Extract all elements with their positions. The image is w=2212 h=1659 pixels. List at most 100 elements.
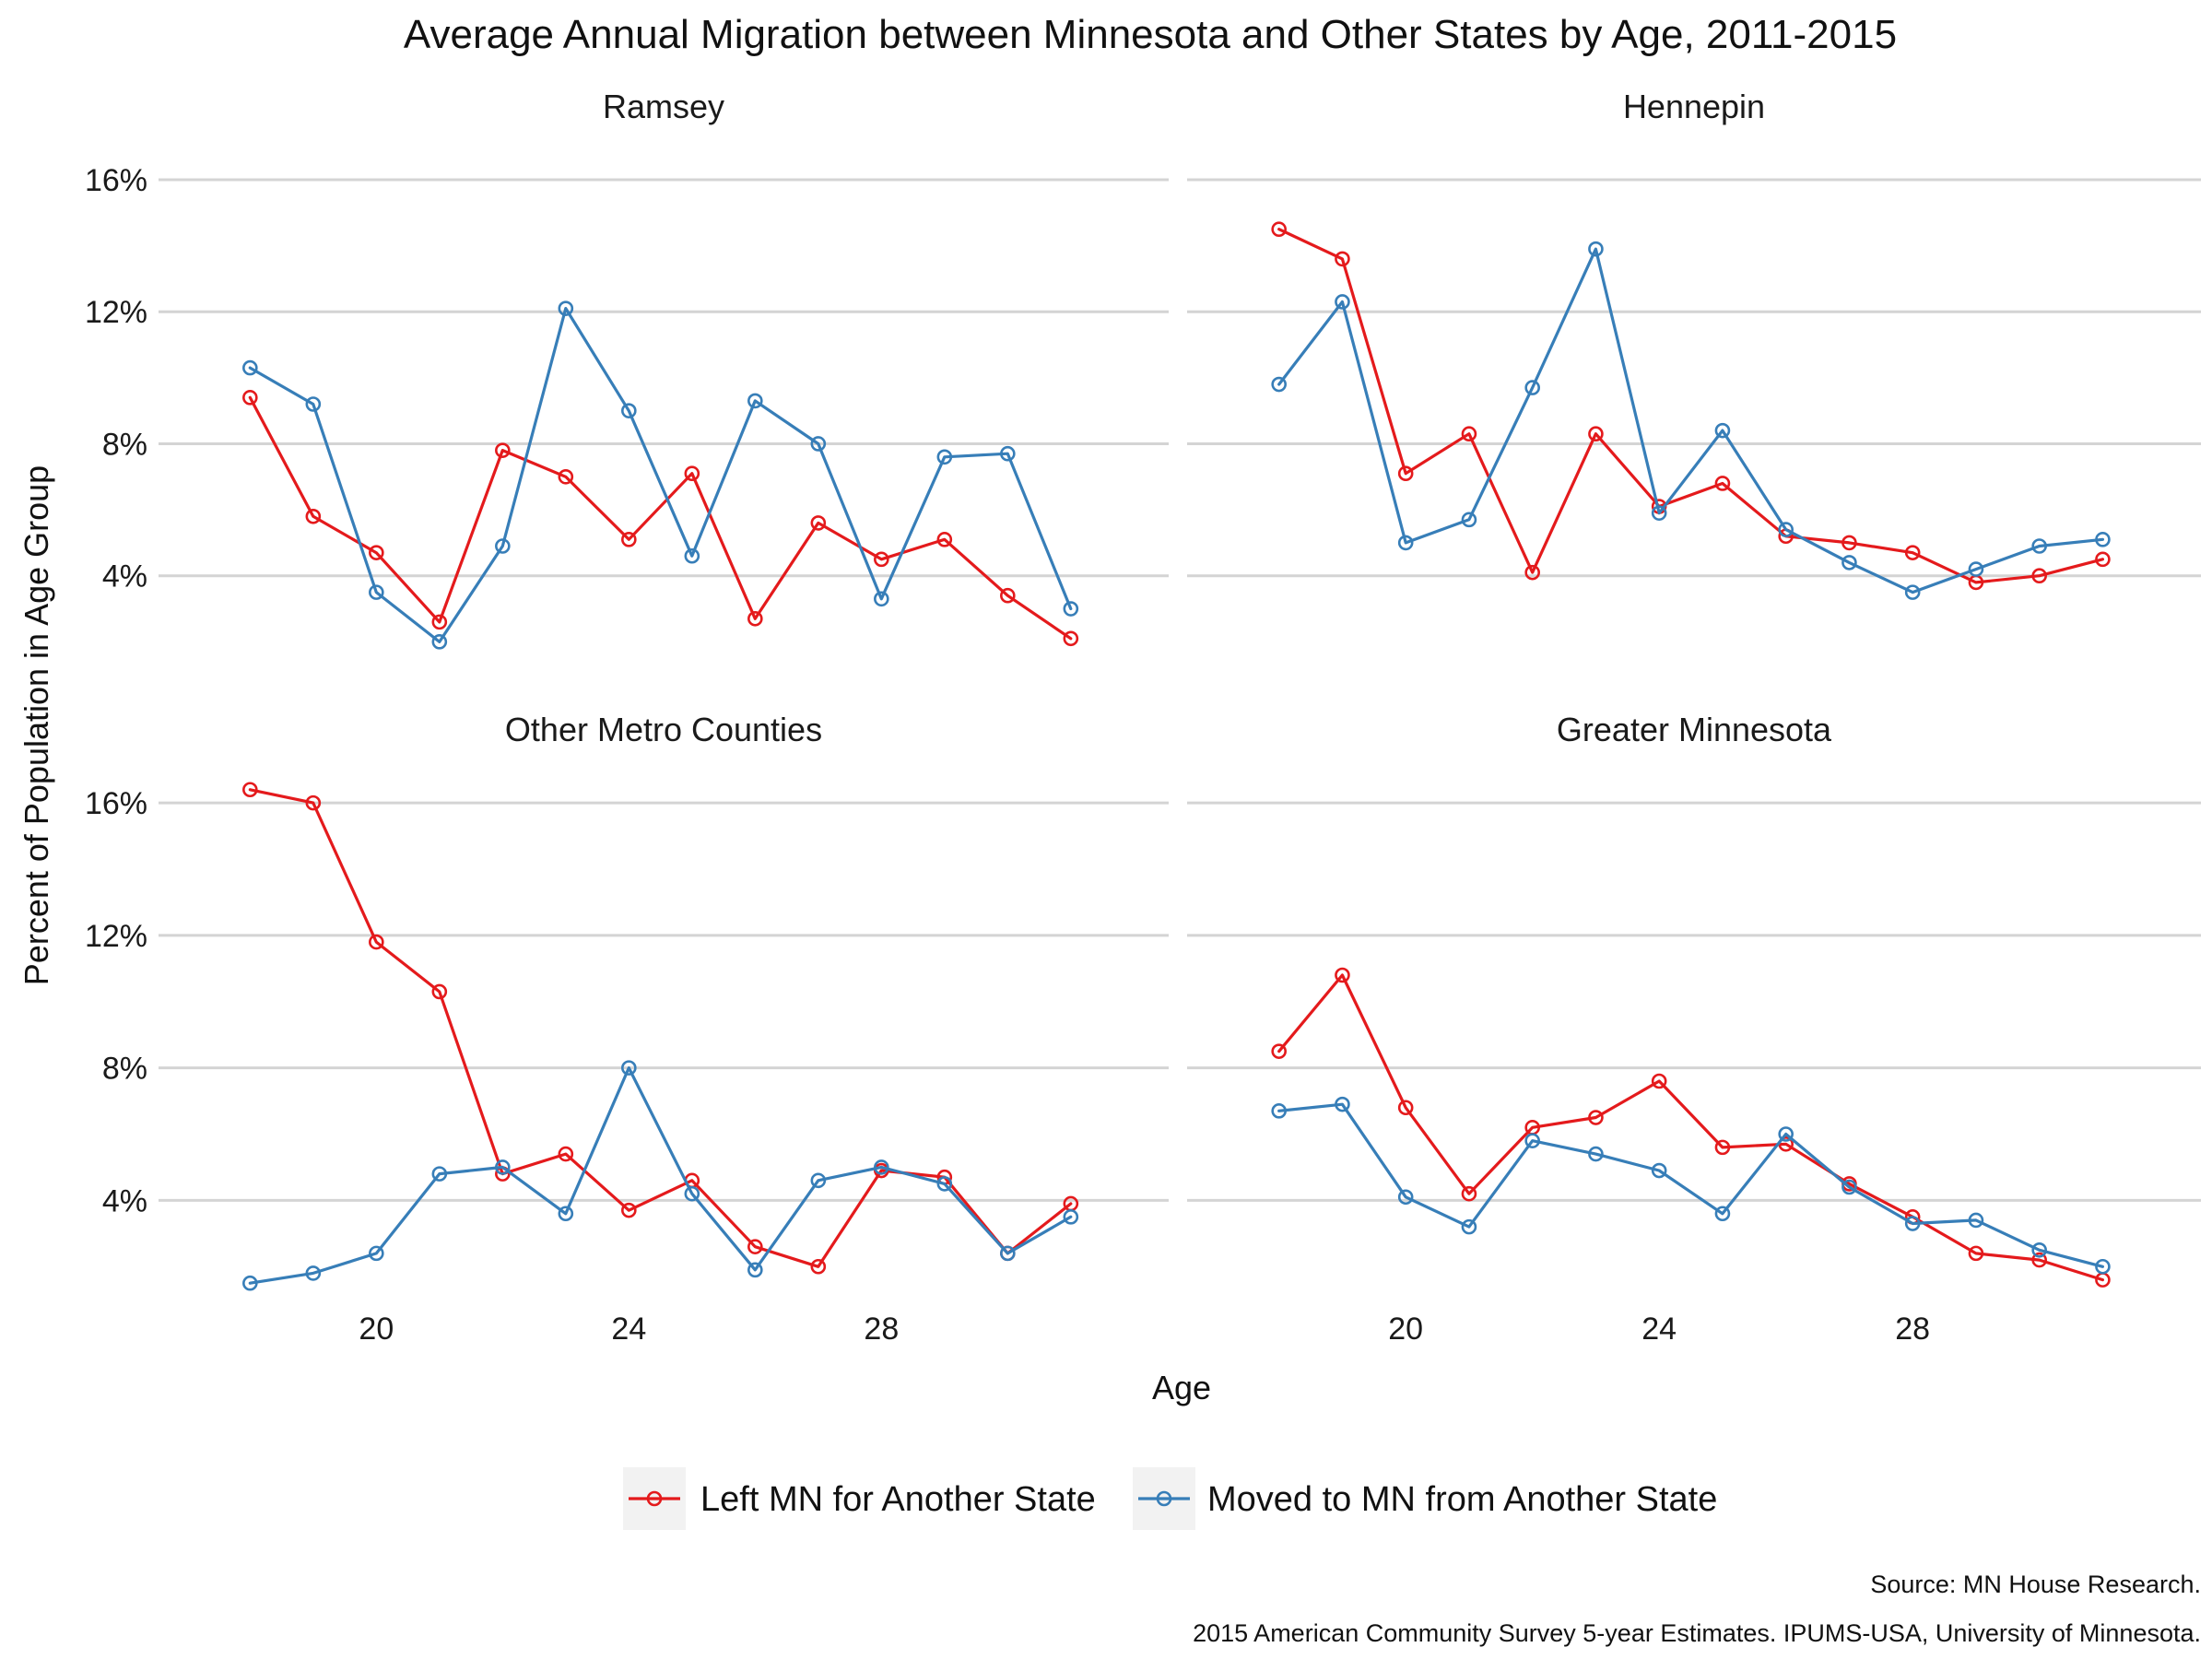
panel-title-greater-minnesota: Greater Minnesota bbox=[1557, 711, 1832, 748]
data-point-left-mn bbox=[747, 610, 763, 627]
data-point-moved-to-mn bbox=[431, 1166, 448, 1182]
data-point-left-mn bbox=[242, 390, 258, 406]
legend-key-point bbox=[646, 1490, 663, 1507]
data-point-left-mn bbox=[684, 465, 700, 482]
x-tick-label: 20 bbox=[359, 1312, 394, 1347]
data-point-left-mn bbox=[810, 1258, 827, 1275]
data-point-left-mn bbox=[1000, 587, 1016, 604]
data-point-moved-to-mn bbox=[1461, 1218, 1477, 1235]
data-point-left-mn bbox=[431, 614, 448, 630]
panel-other-metro-counties: Other Metro Counties 4% 8% 12% 16% 20 24 28 bbox=[85, 711, 1169, 1347]
panel-title-other-metro-counties: Other Metro Counties bbox=[505, 711, 822, 748]
data-point-left-mn bbox=[1968, 1245, 1984, 1262]
data-point-left-mn bbox=[558, 1146, 574, 1162]
x-tick-label: 28 bbox=[1895, 1312, 1930, 1347]
data-point-left-mn bbox=[1271, 1043, 1287, 1059]
caption-source: Source: MN House Research. bbox=[1870, 1571, 2201, 1598]
data-point-left-mn bbox=[1063, 630, 1079, 647]
data-point-moved-to-mn bbox=[1271, 1103, 1287, 1119]
data-point-left-mn bbox=[1461, 426, 1477, 442]
data-point-left-mn bbox=[369, 934, 384, 950]
data-point-moved-to-mn bbox=[621, 403, 637, 418]
series-line-left-mn bbox=[248, 395, 1073, 641]
data-point-left-mn bbox=[621, 1202, 637, 1218]
x-tick-label: 28 bbox=[864, 1312, 899, 1347]
data-point-moved-to-mn bbox=[1841, 1179, 1857, 1195]
y-tick-label: 16% bbox=[85, 786, 147, 821]
y-tick-label: 4% bbox=[102, 559, 147, 594]
data-point-left-mn bbox=[621, 532, 637, 547]
y-tick-label: 16% bbox=[85, 163, 147, 198]
legend-label: Left MN for Another State bbox=[700, 1480, 1096, 1519]
series-moved-to-mn-other-metro-counties bbox=[242, 1060, 1079, 1291]
data-point-left-mn bbox=[810, 515, 827, 531]
series-moved-to-mn-greater-minnesota bbox=[1271, 1096, 2111, 1275]
data-point-moved-to-mn bbox=[1778, 522, 1794, 537]
series-line-moved-to-mn bbox=[1277, 247, 2104, 594]
data-point-moved-to-mn bbox=[1000, 445, 1016, 462]
data-point-left-mn bbox=[1335, 251, 1350, 267]
panel-title-hennepin: Hennepin bbox=[1623, 88, 1765, 125]
data-point-moved-to-mn bbox=[431, 634, 448, 650]
data-point-moved-to-mn bbox=[1397, 535, 1414, 551]
legend-label: Moved to MN from Another State bbox=[1207, 1480, 1717, 1519]
data-point-moved-to-mn bbox=[2031, 538, 2047, 554]
series-line-moved-to-mn bbox=[248, 307, 1073, 644]
data-point-left-mn bbox=[558, 468, 574, 485]
data-point-moved-to-mn bbox=[1841, 555, 1857, 571]
data-point-moved-to-mn bbox=[1335, 294, 1350, 310]
data-point-moved-to-mn bbox=[810, 1172, 827, 1189]
data-point-moved-to-mn bbox=[684, 547, 700, 564]
data-point-moved-to-mn bbox=[747, 1262, 763, 1278]
data-point-moved-to-mn bbox=[1904, 584, 1921, 600]
data-point-moved-to-mn bbox=[305, 1265, 322, 1281]
data-point-moved-to-mn bbox=[747, 393, 763, 409]
series-line-moved-to-mn bbox=[248, 1065, 1073, 1285]
legend-key-point bbox=[1156, 1490, 1172, 1507]
series-moved-to-mn-ramsey bbox=[242, 300, 1079, 650]
data-point-moved-to-mn bbox=[495, 538, 511, 554]
data-point-moved-to-mn bbox=[495, 1159, 511, 1175]
data-point-left-mn bbox=[369, 545, 384, 560]
x-tick-label: 20 bbox=[1388, 1312, 1423, 1347]
data-point-moved-to-mn bbox=[242, 359, 258, 376]
data-point-left-mn bbox=[874, 551, 889, 568]
data-point-left-mn bbox=[431, 983, 448, 1000]
data-point-moved-to-mn bbox=[242, 1275, 258, 1291]
series-line-left-mn bbox=[248, 788, 1073, 1268]
series-line-left-mn bbox=[1277, 973, 2104, 1282]
panel-hennepin: Hennepin bbox=[1187, 88, 2201, 600]
legend-item-moved-to-mn: Moved to MN from Another State bbox=[1133, 1467, 1717, 1530]
data-point-moved-to-mn bbox=[936, 449, 953, 465]
chart-title: Average Annual Migration between Minneso… bbox=[404, 12, 1897, 57]
y-tick-label: 12% bbox=[85, 295, 147, 330]
y-tick-label: 4% bbox=[102, 1183, 147, 1218]
data-point-moved-to-mn bbox=[1968, 1212, 1984, 1229]
data-point-left-mn bbox=[1271, 221, 1287, 237]
data-point-moved-to-mn bbox=[621, 1060, 637, 1076]
panel-title-ramsey: Ramsey bbox=[603, 88, 724, 125]
data-point-left-mn bbox=[305, 794, 322, 811]
data-point-left-mn bbox=[1588, 1110, 1604, 1125]
series-left-mn-hennepin bbox=[1271, 221, 2111, 591]
data-point-moved-to-mn bbox=[1588, 241, 1604, 257]
data-point-moved-to-mn bbox=[558, 300, 574, 316]
data-point-moved-to-mn bbox=[1063, 601, 1079, 617]
data-point-left-mn bbox=[2031, 1252, 2047, 1268]
data-point-moved-to-mn bbox=[1778, 1126, 1794, 1142]
data-point-left-mn bbox=[1335, 967, 1350, 983]
data-point-left-mn bbox=[242, 782, 258, 798]
data-point-left-mn bbox=[1397, 1100, 1414, 1116]
data-point-moved-to-mn bbox=[1000, 1245, 1016, 1262]
legend-item-left-mn: Left MN for Another State bbox=[623, 1467, 1096, 1530]
panel-ramsey: Ramsey 4% 8% 12% 16% bbox=[85, 88, 1169, 650]
data-point-moved-to-mn bbox=[2095, 1258, 2111, 1275]
data-point-left-mn bbox=[1904, 545, 1921, 560]
data-point-moved-to-mn bbox=[1461, 512, 1477, 528]
data-point-moved-to-mn bbox=[936, 1176, 953, 1192]
x-tick-label: 24 bbox=[611, 1312, 646, 1347]
x-tick-label: 24 bbox=[1641, 1312, 1677, 1347]
data-point-moved-to-mn bbox=[1651, 1162, 1667, 1179]
data-point-left-mn bbox=[1588, 426, 1604, 442]
